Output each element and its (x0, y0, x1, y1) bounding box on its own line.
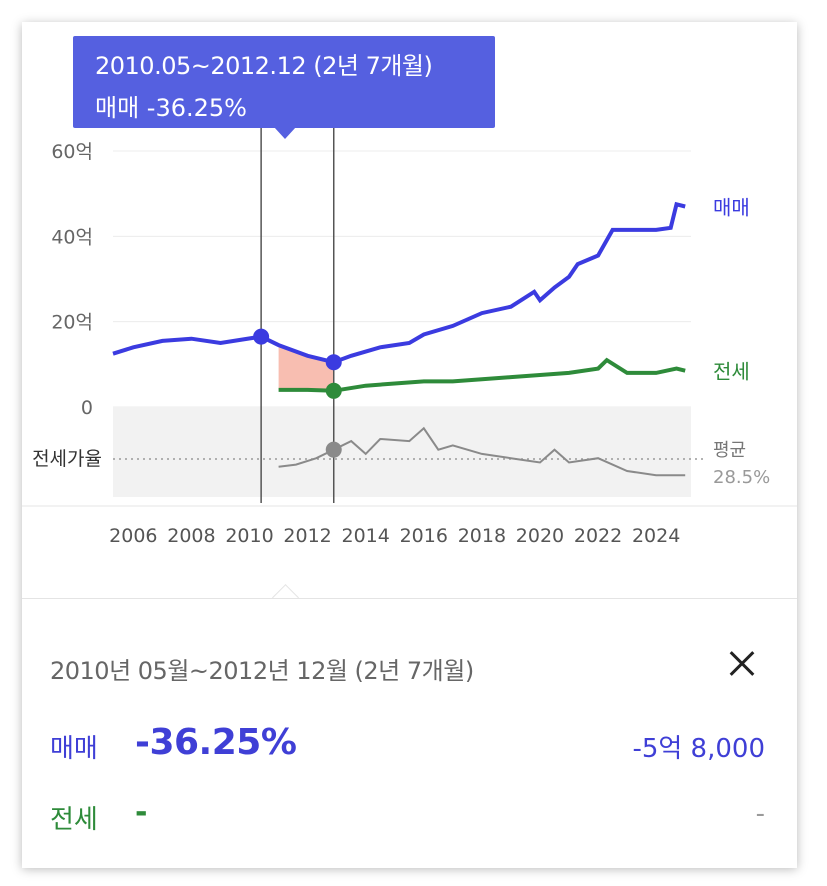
sale-start-marker (253, 328, 270, 345)
x-tick-label: 2010 (225, 525, 273, 547)
sale-series-label: 매매 (713, 195, 750, 219)
sale-change: -36.25% (135, 722, 297, 763)
x-tick-label: 2018 (458, 525, 506, 547)
x-tick-label: 2022 (574, 525, 622, 547)
rent-change: - (135, 795, 148, 830)
ratio-end-marker (325, 441, 342, 458)
price-chart[interactable]: 60억 40억 20억 0 2006 2008 2010 2012 2014 2016 2018 20… (0, 0, 827, 600)
ratio-label: 전세가율 (32, 448, 102, 470)
sale-series-line (112, 201, 686, 365)
selection-tooltip: 2010.05~2012.12 (2년 7개월) 매매 -36.25% (73, 36, 495, 128)
average-label: 평균 (713, 440, 746, 461)
tooltip-range: 2010.05~2012.12 (2년 7개월) (95, 52, 433, 80)
y-tick-label: 20억 (51, 312, 93, 334)
x-tick-label: 2014 (342, 525, 390, 547)
sale-end-marker (325, 354, 342, 371)
detail-panel (22, 598, 797, 868)
rent-label: 전세 (50, 805, 98, 835)
markers (253, 328, 342, 458)
sale-amount: -5억 8,000 (632, 734, 765, 764)
x-tick-label: 2024 (632, 525, 680, 547)
y-tick-label: 0 (81, 397, 93, 419)
close-icon[interactable] (722, 644, 762, 684)
sale-label: 매매 (50, 734, 98, 764)
selection-area (278, 345, 334, 391)
labels: 60억 40억 20억 0 2006 2008 2010 2012 2014 2016 2018 20… (32, 141, 770, 547)
rent-series-label: 전세 (713, 360, 750, 384)
x-tick-label: 2020 (516, 525, 564, 547)
tooltip-arrow (274, 127, 296, 139)
y-tick-label: 40억 (51, 226, 93, 248)
rent-series-line (278, 357, 686, 393)
y-tick-label: 60억 (51, 141, 93, 163)
x-tick-label: 2016 (400, 525, 448, 547)
detail-range: 2010년 05월~2012년 12월 (2년 7개월) (50, 657, 474, 685)
rent-amount: - (755, 799, 765, 829)
x-tick-label: 2008 (167, 525, 215, 547)
x-tick-label: 2006 (109, 525, 157, 547)
x-tick-label: 2012 (283, 525, 331, 547)
average-value: 28.5% (713, 467, 770, 488)
ratio-band (113, 407, 691, 497)
tooltip-sale-change: 매매 -36.25% (95, 94, 247, 122)
rent-end-marker (325, 382, 342, 399)
